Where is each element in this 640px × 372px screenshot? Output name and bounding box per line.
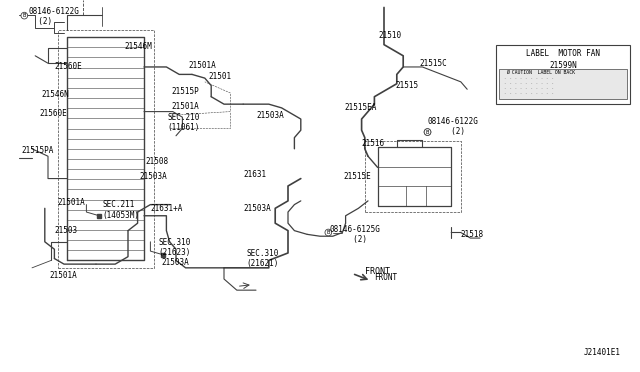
Text: 21503A: 21503A [140, 172, 167, 181]
Text: 21631+A: 21631+A [150, 204, 183, 213]
Text: 21503A: 21503A [161, 258, 189, 267]
Text: 21515P: 21515P [172, 87, 199, 96]
Text: Ø CAUTION  LABEL ON BACK: Ø CAUTION LABEL ON BACK [506, 70, 575, 75]
Text: 21560E: 21560E [54, 62, 82, 71]
Text: B: B [22, 13, 26, 18]
Bar [499, 69, 627, 99]
Text: - - - - - - - - - -: - - - - - - - - - - [504, 76, 554, 80]
Text: 21503: 21503 [54, 226, 77, 235]
Text: J21401E1: J21401E1 [584, 348, 621, 357]
Text: 08146-6125G
     (2): 08146-6125G (2) [330, 225, 380, 244]
Text: 21503A: 21503A [243, 204, 271, 213]
Text: 08146-6122G
  (2): 08146-6122G (2) [29, 7, 79, 26]
Text: 21631: 21631 [243, 170, 266, 179]
Text: - - - - - - - - - -: - - - - - - - - - - [504, 86, 554, 90]
Text: FRONT: FRONT [374, 273, 397, 282]
Text: 21560E: 21560E [40, 109, 67, 118]
Text: 21546M: 21546M [125, 42, 152, 51]
Text: 21518: 21518 [461, 230, 484, 239]
Text: SEC.210
(11061): SEC.210 (11061) [168, 113, 200, 132]
Bar [496, 45, 630, 104]
Text: 21501A: 21501A [189, 61, 216, 70]
Text: SEC.310
(21623): SEC.310 (21623) [159, 238, 191, 257]
Text: 21510: 21510 [379, 31, 402, 40]
Text: 21508: 21508 [146, 157, 169, 166]
Text: 21501A: 21501A [172, 102, 199, 110]
Text: 21501A: 21501A [58, 198, 85, 207]
Text: B: B [426, 129, 429, 135]
Text: SEC.211
(14053M): SEC.211 (14053M) [102, 201, 140, 220]
Text: B: B [426, 129, 429, 135]
Text: 21516: 21516 [362, 139, 385, 148]
Text: 21503A: 21503A [256, 111, 284, 120]
Text: 21599N: 21599N [549, 61, 577, 70]
Text: - - - - - - - - - -: - - - - - - - - - - [504, 81, 554, 85]
Text: - - - - - - - - - -: - - - - - - - - - - [504, 91, 554, 94]
Text: FRONT: FRONT [365, 267, 390, 276]
Text: 21515EA: 21515EA [344, 103, 377, 112]
Text: 21515E: 21515E [343, 172, 371, 181]
Text: LABEL  MOTOR FAN: LABEL MOTOR FAN [526, 49, 600, 58]
Text: SEC.310
(21621): SEC.310 (21621) [246, 249, 279, 268]
Text: 21515PA: 21515PA [22, 146, 54, 155]
Text: 21501: 21501 [208, 72, 231, 81]
Text: 21515: 21515 [396, 81, 419, 90]
Text: 08146-6122G
     (2): 08146-6122G (2) [428, 117, 478, 136]
Text: 21546N: 21546N [42, 90, 69, 99]
Text: 21501A: 21501A [50, 271, 77, 280]
Text: B: B [326, 230, 330, 235]
Text: 21515C: 21515C [419, 59, 447, 68]
